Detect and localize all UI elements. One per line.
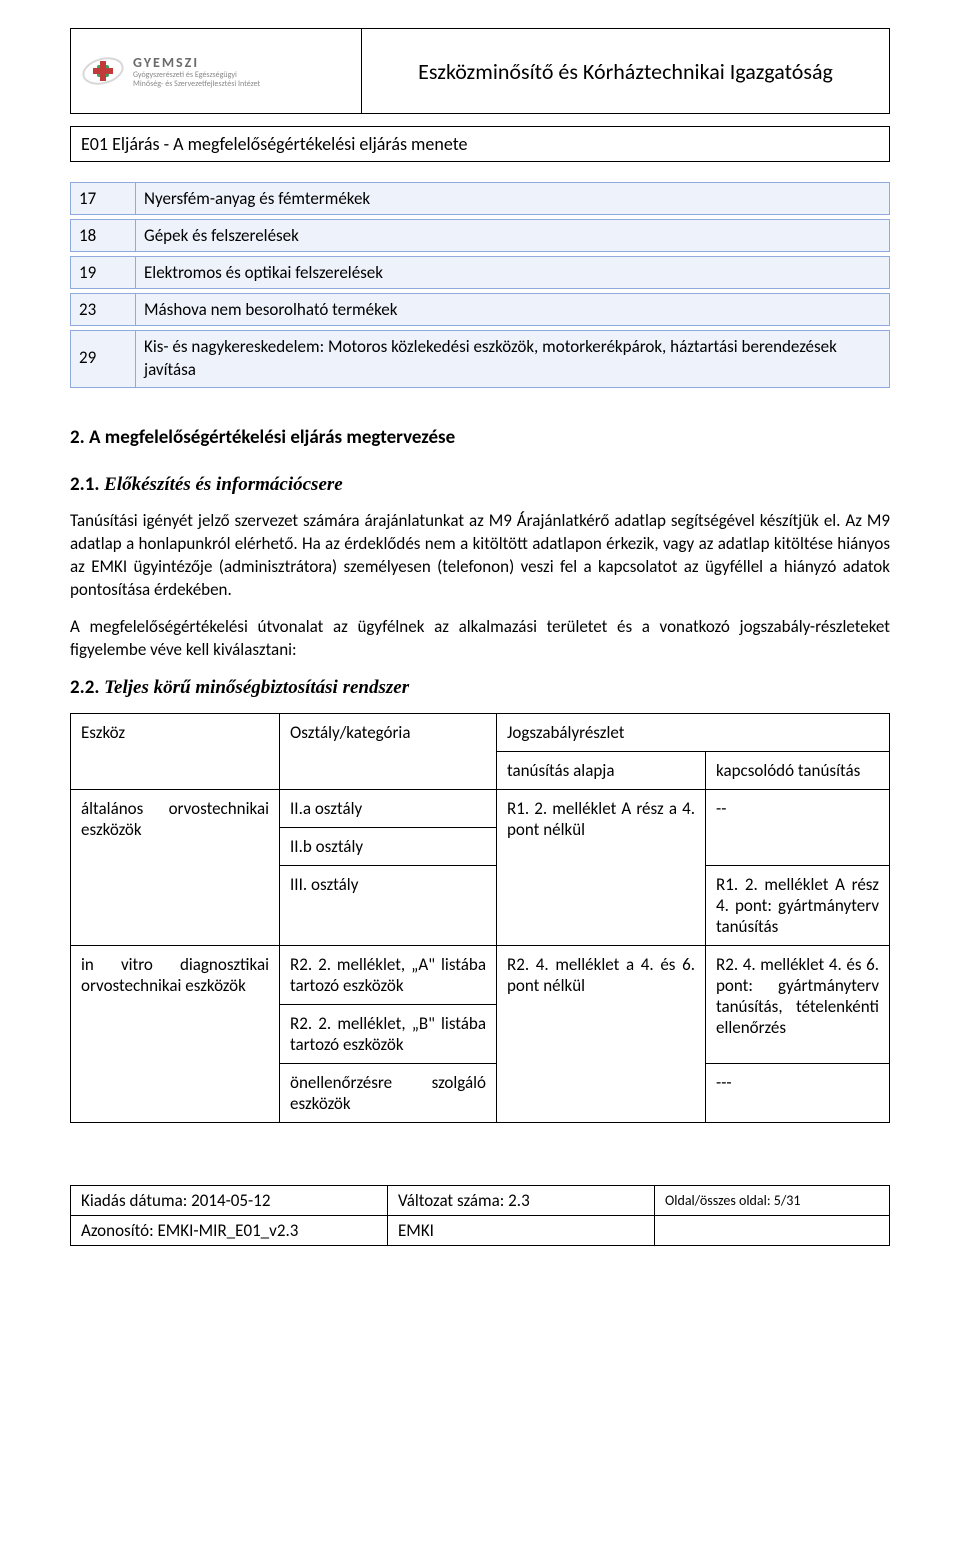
paragraph-2: A megfelelőségértékelési útvonalat az üg…: [70, 616, 890, 662]
heading-2-1: 2.1. Előkészítés és információcsere: [70, 473, 890, 496]
list-row-text: Máshova nem besorolható termékek: [136, 293, 890, 326]
product-list-table: 17Nyersfém-anyag és fémtermékek18Gépek é…: [70, 178, 890, 392]
logo-text-block: GYEMSZI Gyógyszerészeti és Egészségügyi …: [133, 54, 260, 89]
footer-table: Kiadás dátuma: 2014-05-12 Változat száma…: [70, 1185, 890, 1246]
heading-2-2: 2.2. Teljes körű minőségbiztosítási rend…: [70, 676, 890, 699]
footer-valtozat: Változat száma: 2.3: [388, 1185, 655, 1215]
footer-kiadas: Kiadás dátuma: 2014-05-12: [71, 1185, 388, 1215]
r1-oszt-c: III. osztály: [280, 865, 497, 945]
th-osztaly: Osztály/kategória: [280, 713, 497, 789]
heading-2: 2. A megfelelőségértékelési eljárás megt…: [70, 426, 890, 449]
gyemszi-logo-icon: [81, 49, 125, 93]
list-row: 23Máshova nem besorolható termékek: [70, 293, 890, 326]
r2-eszkoz: in vitro diagnosztikai orvostechnikai es…: [71, 945, 280, 1122]
classification-table: Eszköz Osztály/kategória Jogszabályrészl…: [70, 713, 890, 1123]
footer-emki: EMKI: [388, 1215, 655, 1245]
footer-oldal: Oldal/összes oldal: 5/31: [655, 1185, 890, 1215]
r1-oszt-a: II.a osztály: [280, 789, 497, 827]
document-subtitle: E01 Eljárás - A megfelelőségértékelési e…: [70, 126, 890, 162]
logo-title: GYEMSZI: [133, 54, 260, 71]
heading-2-2-title: Teljes körű minőségbiztosítási rendszer: [104, 677, 409, 698]
directorate-name: Eszközminősítő és Kórháztechnikai Igazga…: [362, 29, 890, 114]
list-row-number: 19: [70, 256, 136, 289]
r1-eszkoz: általános orvostechni­kai eszközök: [71, 789, 280, 945]
r2-oszt-b: R2. 2. melléklet, „B" listába tartozó es…: [280, 1004, 497, 1063]
list-row-number: 17: [70, 182, 136, 215]
r2-oszt-a: R2. 2. melléklet, „A" listába tartozó es…: [280, 945, 497, 1004]
r1-oszt-b: II.b osztály: [280, 827, 497, 865]
logo-cell: GYEMSZI Gyógyszerészeti és Egészségügyi …: [71, 29, 362, 114]
page: GYEMSZI Gyógyszerészeti és Egészségügyi …: [0, 0, 960, 1543]
th-kapcsolodo: kapcsolódó tanúsítás: [706, 751, 890, 789]
footer-empty: [655, 1215, 890, 1245]
list-row: 29Kis- és nagykereskedelem: Motoros közl…: [70, 330, 890, 388]
r2-kapcs-a: R2. 4. melléklet 4. és 6. pont: gyártmán…: [706, 945, 890, 1063]
paragraph-1: Tanúsítási igényét jelző szervezet számá…: [70, 510, 890, 602]
list-row-number: 29: [70, 330, 136, 388]
heading-2-1-num: 2.1.: [70, 473, 99, 496]
list-row-text: Kis- és nagykereskedelem: Motoros közlek…: [136, 330, 890, 388]
r1-alap: R1. 2. melléklet A rész a 4. pont nélkül: [497, 789, 706, 945]
header-table: GYEMSZI Gyógyszerészeti és Egészségügyi …: [70, 28, 890, 114]
list-row-number: 18: [70, 219, 136, 252]
footer-azonosito: Azonosító: EMKI-MIR_E01_v2.3: [71, 1215, 388, 1245]
th-alap: tanúsítás alapja: [497, 751, 706, 789]
logo-subtitle-2: Minőség- és Szervezetfejlesztési Intézet: [133, 80, 260, 89]
list-row-text: Gépek és felszerelések: [136, 219, 890, 252]
th-eszkoz: Eszköz: [71, 713, 280, 789]
r1-kapcs-b: R1. 2. melléklet A rész 4. pont: gyártmá…: [706, 865, 890, 945]
heading-2-1-title: Előkészítés és információcsere: [104, 474, 343, 495]
list-row: 17Nyersfém-anyag és fémtermékek: [70, 182, 890, 215]
r2-alap: R2. 4. melléklet a 4. és 6. pont nélkül: [497, 945, 706, 1122]
list-row: 19Elektromos és optikai felszerelések: [70, 256, 890, 289]
list-row-text: Nyersfém-anyag és fémtermékek: [136, 182, 890, 215]
r2-oszt-c: önellenőrzésre szolgáló eszközök: [280, 1063, 497, 1122]
logo-wrap: GYEMSZI Gyógyszerészeti és Egészségügyi …: [81, 49, 351, 93]
r1-kapcs-a: --: [706, 789, 890, 865]
r2-kapcs-b: ---: [706, 1063, 890, 1122]
th-jogszabaly: Jogszabályrészlet: [497, 713, 890, 751]
heading-2-2-num: 2.2.: [70, 676, 99, 699]
list-row-number: 23: [70, 293, 136, 326]
list-row-text: Elektromos és optikai felszerelések: [136, 256, 890, 289]
list-row: 18Gépek és felszerelések: [70, 219, 890, 252]
